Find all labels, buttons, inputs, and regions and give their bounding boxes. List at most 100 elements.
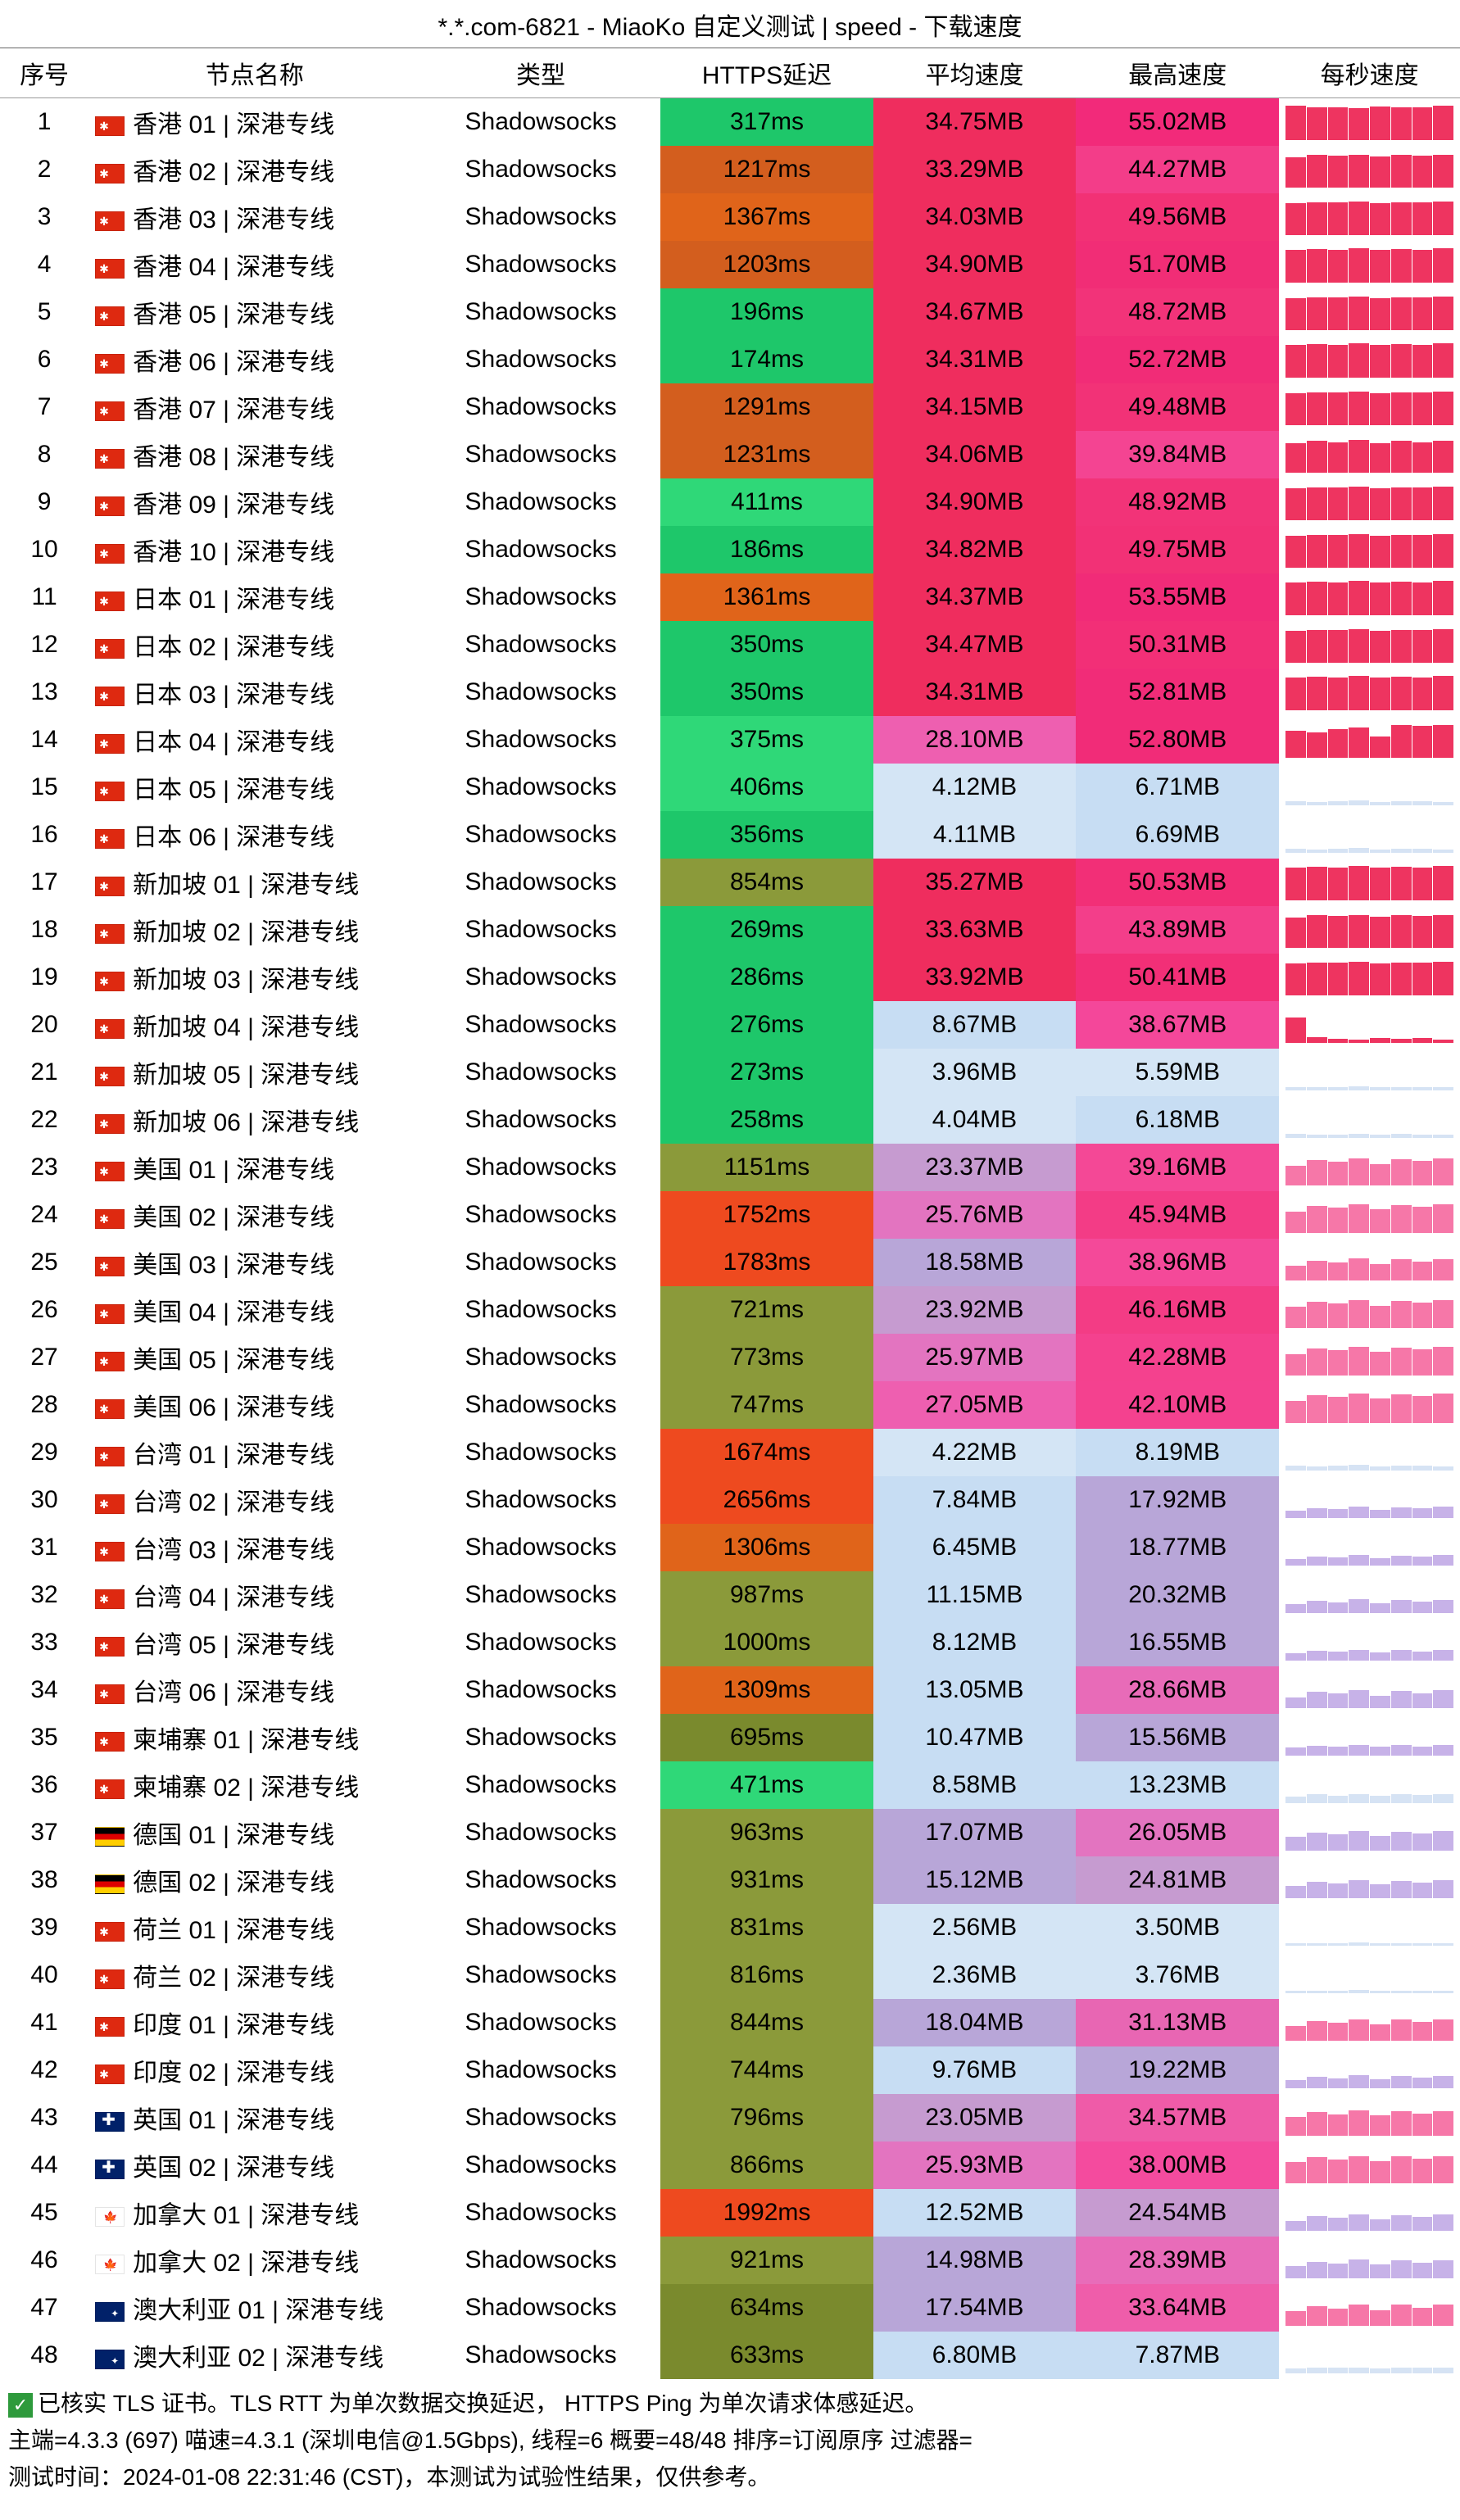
cell-latency: 987ms [660,1571,873,1619]
flag-icon [95,1637,125,1657]
cell-idx: 42 [0,2046,88,2094]
cell-type: Shadowsocks [421,1524,661,1571]
cell-spark [1279,573,1460,621]
cell-avg: 33.92MB [873,954,1077,1001]
cell-latency: 1217ms [660,146,873,193]
cell-latency: 1992ms [660,2189,873,2237]
cell-max: 28.66MB [1076,1666,1279,1714]
table-row: 39荷兰 01 | 深港专线Shadowsocks831ms2.56MB3.50… [0,1904,1460,1951]
cell-avg: 8.58MB [873,1761,1077,1809]
table-row: 4香港 04 | 深港专线Shadowsocks1203ms34.90MB51.… [0,241,1460,288]
cell-latency: 1000ms [660,1619,873,1666]
cell-type: Shadowsocks [421,1476,661,1524]
cell-type: Shadowsocks [421,526,661,573]
cell-idx: 43 [0,2094,88,2142]
col-header: 最高速度 [1076,48,1279,98]
cell-latency: 695ms [660,1714,873,1761]
cell-type: Shadowsocks [421,764,661,811]
cell-idx: 1 [0,98,88,147]
table-header: 序号节点名称类型HTTPS延迟平均速度最高速度每秒速度 [0,48,1460,98]
cell-max: 26.05MB [1076,1809,1279,1856]
cell-latency: 816ms [660,1951,873,1999]
flag-icon [95,2302,125,2322]
cell-idx: 36 [0,1761,88,1809]
cell-latency: 831ms [660,1904,873,1951]
cell-avg: 18.58MB [873,1239,1077,1286]
sparkline [1282,1767,1457,1803]
sparkline [1282,1197,1457,1233]
cell-type: Shadowsocks [421,1714,661,1761]
sparkline [1282,1530,1457,1566]
cell-latency: 269ms [660,906,873,954]
table-row: 32台湾 04 | 深港专线Shadowsocks987ms11.15MB20.… [0,1571,1460,1619]
cell-spark [1279,1524,1460,1571]
cell-name: 英国 01 | 深港专线 [88,2094,421,2142]
cell-type: Shadowsocks [421,1571,661,1619]
cell-max: 18.77MB [1076,1524,1279,1571]
cell-type: Shadowsocks [421,1049,661,1096]
sparkline [1282,2195,1457,2231]
cell-avg: 2.56MB [873,1904,1077,1951]
flag-icon [95,2207,125,2227]
cell-name: 美国 02 | 深港专线 [88,1191,421,1239]
sparkline [1282,1957,1457,1993]
cell-idx: 2 [0,146,88,193]
cell-max: 49.75MB [1076,526,1279,573]
cell-latency: 866ms [660,2142,873,2189]
cell-avg: 34.67MB [873,288,1077,336]
flag-icon [95,1589,125,1609]
cell-max: 34.57MB [1076,2094,1279,2142]
sparkline [1282,532,1457,568]
table-row: 42印度 02 | 深港专线Shadowsocks744ms9.76MB19.2… [0,2046,1460,2094]
cell-max: 52.72MB [1076,336,1279,383]
cell-spark [1279,669,1460,716]
cell-idx: 41 [0,1999,88,2046]
cell-max: 6.71MB [1076,764,1279,811]
cell-latency: 931ms [660,1856,873,1904]
flag-icon [95,1257,125,1276]
sparkline [1282,484,1457,520]
flag-icon [95,544,125,564]
sparkline [1282,2052,1457,2088]
cell-avg: 12.52MB [873,2189,1077,2237]
cell-avg: 23.05MB [873,2094,1077,2142]
cell-avg: 14.98MB [873,2237,1077,2284]
table-row: 23美国 01 | 深港专线Shadowsocks1151ms23.37MB39… [0,1144,1460,1191]
cell-avg: 25.97MB [873,1334,1077,1381]
cell-avg: 3.96MB [873,1049,1077,1096]
sparkline [1282,579,1457,615]
flag-icon [95,1922,125,1942]
cell-idx: 34 [0,1666,88,1714]
cell-latency: 744ms [660,2046,873,2094]
sparkline [1282,1387,1457,1423]
cell-spark [1279,1334,1460,1381]
cell-type: Shadowsocks [421,431,661,478]
cell-max: 20.32MB [1076,1571,1279,1619]
cell-type: Shadowsocks [421,621,661,669]
sparkline [1282,1434,1457,1471]
cell-max: 5.59MB [1076,1049,1279,1096]
flag-icon [95,1542,125,1561]
cell-name: 台湾 01 | 深港专线 [88,1429,421,1476]
cell-name: 柬埔寨 01 | 深港专线 [88,1714,421,1761]
flag-icon [95,1874,125,1894]
flag-icon [95,2112,125,2132]
cell-name: 香港 08 | 深港专线 [88,431,421,478]
cell-idx: 5 [0,288,88,336]
table-row: 14日本 04 | 深港专线Shadowsocks375ms28.10MB52.… [0,716,1460,764]
cell-max: 19.22MB [1076,2046,1279,2094]
cell-avg: 35.27MB [873,859,1077,906]
sparkline [1282,1007,1457,1043]
cell-name: 日本 02 | 深港专线 [88,621,421,669]
cell-type: Shadowsocks [421,1096,661,1144]
cell-name: 英国 02 | 深港专线 [88,2142,421,2189]
sparkline [1282,1244,1457,1280]
table-row: 13日本 03 | 深港专线Shadowsocks350ms34.31MB52.… [0,669,1460,716]
cell-idx: 20 [0,1001,88,1049]
sparkline [1282,1910,1457,1946]
cell-latency: 854ms [660,859,873,906]
cell-avg: 2.36MB [873,1951,1077,1999]
table-row: 6香港 06 | 深港专线Shadowsocks174ms34.31MB52.7… [0,336,1460,383]
cell-idx: 45 [0,2189,88,2237]
cell-avg: 9.76MB [873,2046,1077,2094]
